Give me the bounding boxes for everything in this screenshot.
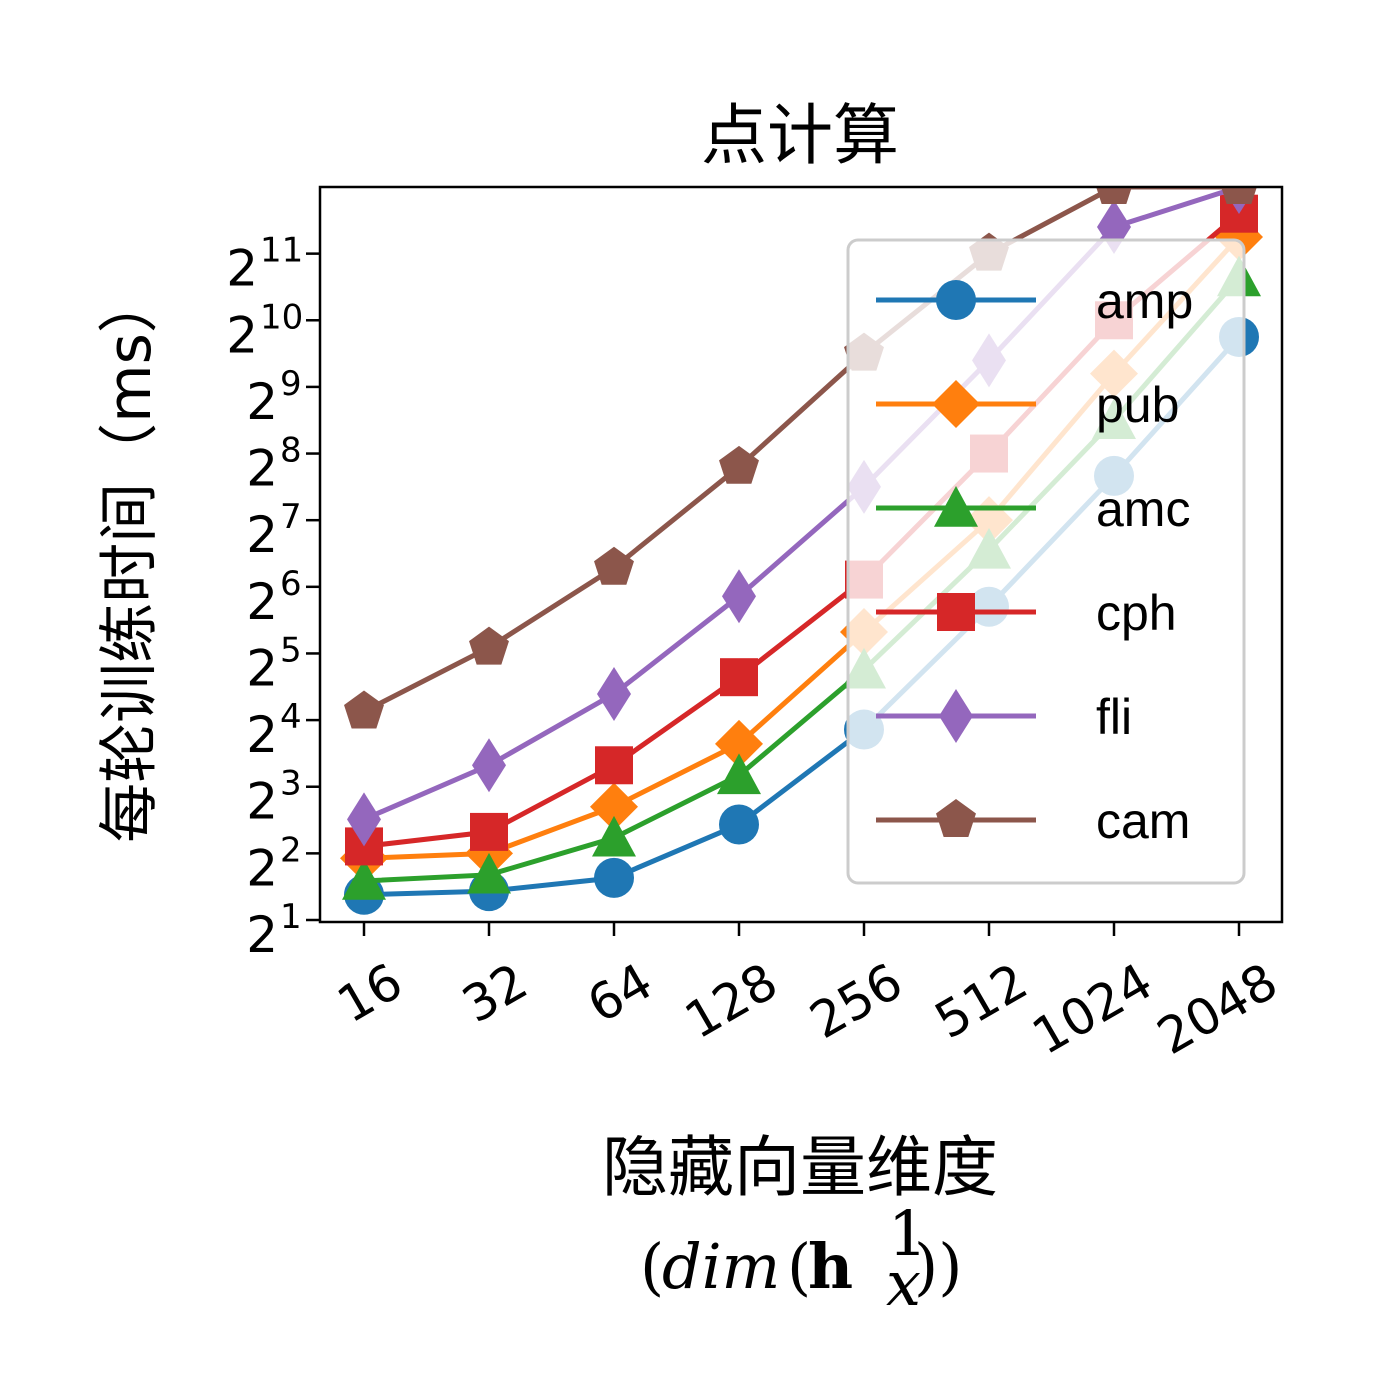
svg-text:6: 6 — [280, 564, 302, 604]
data-point-amc — [717, 753, 761, 795]
data-point-amc — [592, 815, 636, 857]
svg-text:10: 10 — [260, 297, 303, 337]
svg-text:h: h — [808, 1230, 853, 1303]
svg-text:7: 7 — [280, 497, 302, 537]
x-tick-label: 32 — [453, 952, 537, 1034]
svg-text:2: 2 — [246, 373, 278, 431]
x-tick-label: 512 — [925, 952, 1037, 1050]
svg-text:2: 2 — [280, 830, 302, 870]
legend-item-pub: pub — [876, 377, 1179, 433]
legend-marker-cam — [936, 799, 976, 837]
data-point-cam — [469, 626, 509, 665]
svg-text:3: 3 — [280, 764, 302, 804]
svg-text:9: 9 — [280, 364, 302, 404]
data-point-amp — [719, 804, 759, 845]
data-point-fli — [347, 792, 381, 847]
legend-marker-pub — [932, 380, 980, 428]
data-point-cam — [1221, 187, 1257, 204]
legend-label: amc — [1096, 481, 1190, 537]
x-axis-math-label: ( dim ( h 1 x )) — [640, 1197, 962, 1320]
legend-item-fli: fli — [876, 689, 1132, 745]
legend-label: fli — [1096, 689, 1132, 745]
x-tick-label: 256 — [800, 952, 912, 1050]
x-axis-label: 隐藏向量维度 — [602, 1129, 998, 1206]
svg-text:2: 2 — [246, 706, 278, 764]
x-tick-label: 2048 — [1148, 952, 1287, 1066]
svg-text:2: 2 — [246, 773, 278, 831]
legend-marker-fli — [939, 689, 973, 743]
legend-label: amp — [1096, 273, 1193, 329]
legend-item-amc: amc — [876, 481, 1190, 537]
legend: amp pub amc cph fli cam — [846, 238, 1246, 885]
legend-label: cph — [1096, 585, 1177, 641]
legend-marker-cph — [937, 593, 975, 631]
data-point-fli — [597, 666, 631, 721]
data-point-fli — [722, 569, 756, 624]
svg-text:5: 5 — [280, 630, 302, 670]
svg-text:2: 2 — [246, 839, 278, 897]
data-point-cam — [719, 445, 759, 484]
data-point-cph — [720, 658, 758, 697]
y-axis-ticks: 2 12 22 32 42 52 62 72 82 92 102 11 — [226, 231, 320, 964]
axes — [318, 185, 1284, 924]
svg-text:2: 2 — [246, 639, 278, 697]
data-point-amp — [594, 857, 634, 898]
plot-frame — [318, 185, 1284, 924]
chart-title: 点计算 — [701, 97, 899, 174]
y-tick-label: 2 11 — [226, 231, 303, 298]
x-tick-label: 16 — [328, 952, 412, 1034]
data-point-amc — [342, 859, 386, 900]
data-point-cam — [594, 546, 634, 585]
data-point-fli — [472, 738, 506, 793]
svg-text:)): )) — [914, 1230, 962, 1303]
svg-text:1: 1 — [888, 1197, 927, 1270]
svg-text:2: 2 — [226, 306, 258, 364]
legend-label: pub — [1096, 377, 1179, 433]
svg-text:11: 11 — [260, 231, 303, 271]
data-point-amc — [467, 852, 511, 894]
data-point-cam — [1096, 187, 1132, 204]
x-tick-label: 1024 — [1023, 952, 1162, 1066]
svg-text:8: 8 — [280, 431, 302, 471]
legend-item-amp: amp — [876, 273, 1193, 329]
data-point-pub — [715, 719, 763, 768]
y-axis-label: 每轮训练时间（ms） — [95, 273, 165, 843]
svg-text:dim: dim — [662, 1230, 780, 1303]
legend-label: cam — [1096, 793, 1190, 849]
svg-text:1: 1 — [280, 897, 302, 937]
legend-marker-amp — [936, 280, 976, 320]
legend-box — [846, 238, 1246, 885]
legend-marker-amc — [934, 486, 978, 527]
svg-text:(: ( — [640, 1230, 664, 1303]
data-point-cph — [470, 812, 508, 851]
svg-text:2: 2 — [246, 440, 278, 498]
svg-text:2: 2 — [246, 573, 278, 631]
data-point-cam — [344, 690, 384, 729]
data-point-cph — [595, 746, 633, 785]
svg-text:4: 4 — [280, 697, 302, 737]
legend-item-cam: cam — [876, 793, 1190, 849]
data-point-pub — [590, 782, 638, 831]
svg-text:(: ( — [787, 1230, 811, 1303]
svg-text:2: 2 — [226, 240, 258, 298]
svg-text:2: 2 — [246, 906, 278, 964]
svg-text:x: x — [886, 1247, 921, 1320]
series-line-cam — [362, 187, 1239, 714]
y-tick-label: 2 10 — [226, 297, 303, 364]
svg-text:2: 2 — [246, 506, 278, 564]
legend-item-cph: cph — [876, 585, 1177, 641]
x-tick-label: 64 — [578, 952, 662, 1034]
x-tick-label: 128 — [675, 952, 787, 1050]
